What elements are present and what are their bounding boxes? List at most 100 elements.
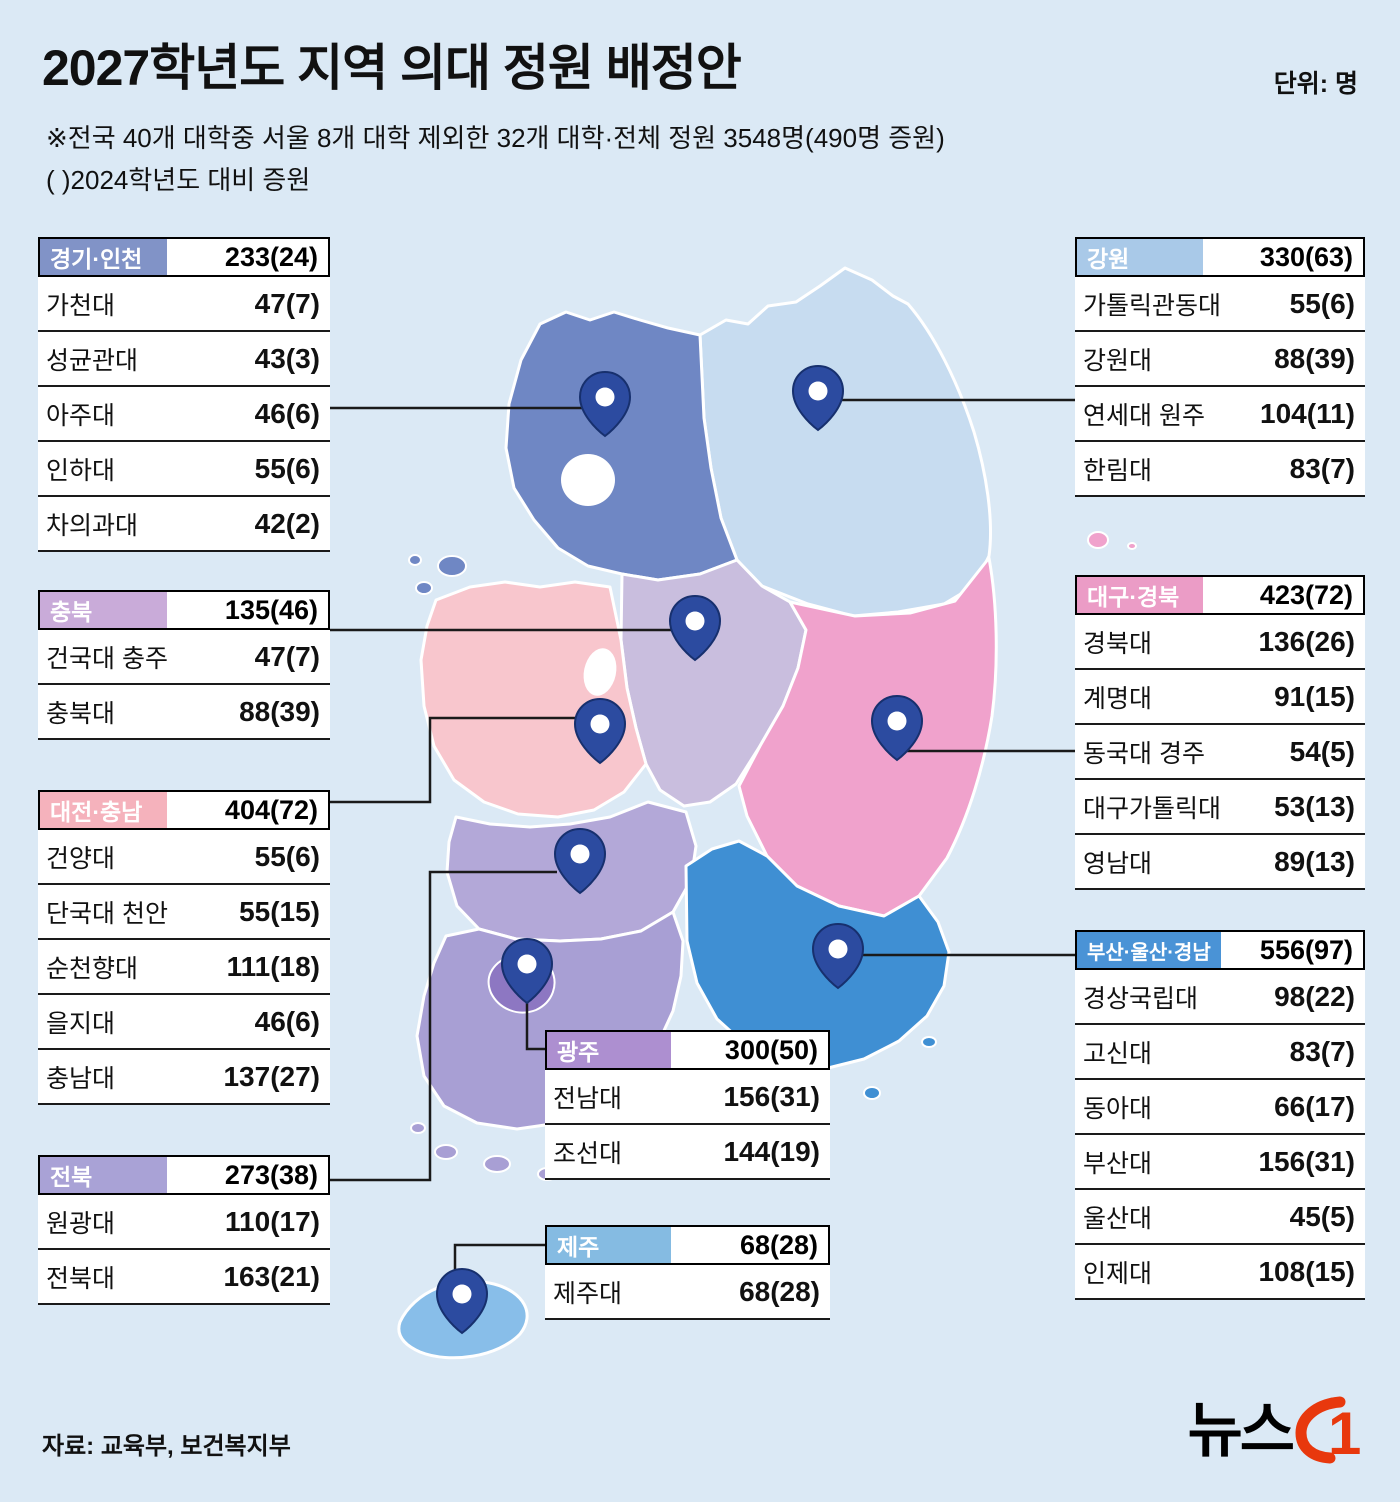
table-row: 고신대 83(7) <box>1075 1025 1365 1080</box>
university-name: 조선대 <box>553 1139 623 1168</box>
university-name: 부산대 <box>1083 1149 1153 1178</box>
table-row: 동아대 66(17) <box>1075 1080 1365 1135</box>
university-name: 경상국립대 <box>1083 984 1199 1013</box>
region-total: 273(38) <box>166 1157 328 1193</box>
region-total: 135(46) <box>166 592 328 628</box>
university-quota: 47(7) <box>254 640 320 672</box>
leader-line-gwangju <box>525 996 545 1051</box>
map-seoul-hole <box>561 454 615 506</box>
table-row: 가천대 47(7) <box>38 277 330 332</box>
region-total: 556(97) <box>1220 932 1363 968</box>
table-row: 영남대 89(13) <box>1075 835 1365 890</box>
region-total: 423(72) <box>1202 577 1363 613</box>
table-header: 경기·인천 233(24) <box>38 237 330 277</box>
university-name: 고신대 <box>1083 1039 1153 1068</box>
university-quota: 46(6) <box>254 397 320 429</box>
table-row: 원광대 110(17) <box>38 1195 330 1250</box>
table-row: 전남대 156(31) <box>545 1070 830 1125</box>
university-name: 단국대 천안 <box>46 899 168 928</box>
news1-logo-text: 뉴스 <box>1187 1397 1295 1464</box>
region-table-gyeonggi-incheon: 경기·인천 233(24) 가천대 47(7) 성균관대 43(3) 아주대 46(6… <box>38 237 330 552</box>
map-regions <box>397 266 1137 1360</box>
table-header: 대구·경북 423(72) <box>1075 575 1365 615</box>
table-row: 충북대 88(39) <box>38 685 330 740</box>
region-name: 광주 <box>547 1032 671 1068</box>
table-row: 계명대 91(15) <box>1075 670 1365 725</box>
university-name: 가톨릭관동대 <box>1083 291 1222 320</box>
map-pins <box>435 364 924 1335</box>
table-row: 순천향대 111(18) <box>38 940 330 995</box>
region-name: 대구·경북 <box>1077 577 1203 613</box>
region-table-chungbuk: 충북 135(46) 건국대 충주 47(7) 충북대 88(39) <box>38 590 330 740</box>
university-quota: 54(5) <box>1289 735 1355 767</box>
table-row: 성균관대 43(3) <box>38 332 330 387</box>
region-table-daejeon-chungnam: 대전·충남 404(72) 건양대 55(6) 단국대 천안 55(15) 순천향대… <box>38 790 330 1105</box>
table-row: 건국대 충주 47(7) <box>38 630 330 685</box>
university-quota: 42(2) <box>254 507 320 539</box>
university-quota: 55(6) <box>254 452 320 484</box>
region-name: 제주 <box>547 1227 671 1263</box>
region-table-gangwon: 강원 330(63) 가톨릭관동대 55(6) 강원대 88(39) 연세대 원주 1… <box>1075 237 1365 497</box>
region-total: 300(50) <box>670 1032 828 1068</box>
table-row: 충남대 137(27) <box>38 1050 330 1105</box>
map-pin-icon-gwangju <box>500 937 554 1005</box>
table-row: 강원대 88(39) <box>1075 332 1365 387</box>
university-quota: 47(7) <box>254 287 320 319</box>
university-name: 원광대 <box>46 1209 116 1238</box>
university-quota: 55(15) <box>239 895 320 927</box>
university-name: 충남대 <box>46 1064 116 1093</box>
university-name: 경북대 <box>1083 629 1153 658</box>
leader-line-jeonbuk <box>330 870 557 1182</box>
source-credit: 자료: 교육부, 보건복지부 <box>42 1433 291 1460</box>
university-quota: 98(22) <box>1274 980 1355 1012</box>
table-row: 인제대 108(15) <box>1075 1245 1365 1300</box>
map-pin-icon-jeju <box>435 1267 489 1335</box>
university-name: 강원대 <box>1083 346 1153 375</box>
map-region-gangwon <box>698 266 992 618</box>
svg-text:1: 1 <box>1328 1400 1361 1464</box>
table-header: 대전·충남 404(72) <box>38 790 330 830</box>
university-quota: 136(26) <box>1258 625 1355 657</box>
table-row: 조선대 144(19) <box>545 1125 830 1180</box>
university-quota: 110(17) <box>225 1205 320 1237</box>
university-quota: 88(39) <box>239 695 320 727</box>
university-name: 인제대 <box>1083 1259 1153 1288</box>
map-pin-icon-chungnam <box>573 697 627 765</box>
table-row: 건양대 55(6) <box>38 830 330 885</box>
region-total: 68(28) <box>670 1227 828 1263</box>
region-total: 330(63) <box>1202 239 1363 275</box>
note-total: ※전국 40개 대학중 서울 8개 대학 제외한 32개 대학·전체 정원 35… <box>46 123 945 153</box>
map-ulleungdo-dokdo <box>1087 531 1137 550</box>
university-quota: 156(31) <box>1258 1145 1355 1177</box>
university-quota: 88(39) <box>1274 342 1355 374</box>
university-name: 동아대 <box>1083 1094 1153 1123</box>
university-quota: 66(17) <box>1274 1090 1355 1122</box>
university-name: 을지대 <box>46 1009 116 1038</box>
university-quota: 156(31) <box>723 1080 820 1112</box>
university-quota: 55(6) <box>1289 287 1355 319</box>
university-name: 건양대 <box>46 844 116 873</box>
university-name: 대구가톨릭대 <box>1083 794 1222 823</box>
university-quota: 104(11) <box>1260 397 1355 429</box>
table-row: 울산대 45(5) <box>1075 1190 1365 1245</box>
table-row: 을지대 46(6) <box>38 995 330 1050</box>
table-row: 경북대 136(26) <box>1075 615 1365 670</box>
university-name: 충북대 <box>46 699 116 728</box>
university-name: 계명대 <box>1083 684 1153 713</box>
region-table-busan-ulsan-gyeongnam: 부산·울산·경남 556(97) 경상국립대 98(22) 고신대 83(7) 동아… <box>1075 930 1365 1300</box>
table-row: 인하대 55(6) <box>38 442 330 497</box>
university-quota: 45(5) <box>1289 1200 1355 1232</box>
region-table-daegu-gyeongbuk: 대구·경북 423(72) 경북대 136(26) 계명대 91(15) 동국대 경… <box>1075 575 1365 890</box>
university-name: 순천향대 <box>46 954 139 983</box>
table-row: 차의과대 42(2) <box>38 497 330 552</box>
table-header: 부산·울산·경남 556(97) <box>1075 930 1365 970</box>
unit-label: 단위: 명 <box>1273 70 1358 98</box>
university-name: 건국대 충주 <box>46 644 168 673</box>
table-row: 동국대 경주 54(5) <box>1075 725 1365 780</box>
university-quota: 91(15) <box>1274 680 1355 712</box>
region-table-gwangju: 광주 300(50) 전남대 156(31) 조선대 144(19) <box>545 1030 830 1180</box>
university-quota: 163(21) <box>223 1260 320 1292</box>
university-name: 전북대 <box>46 1264 116 1293</box>
table-row: 경상국립대 98(22) <box>1075 970 1365 1025</box>
